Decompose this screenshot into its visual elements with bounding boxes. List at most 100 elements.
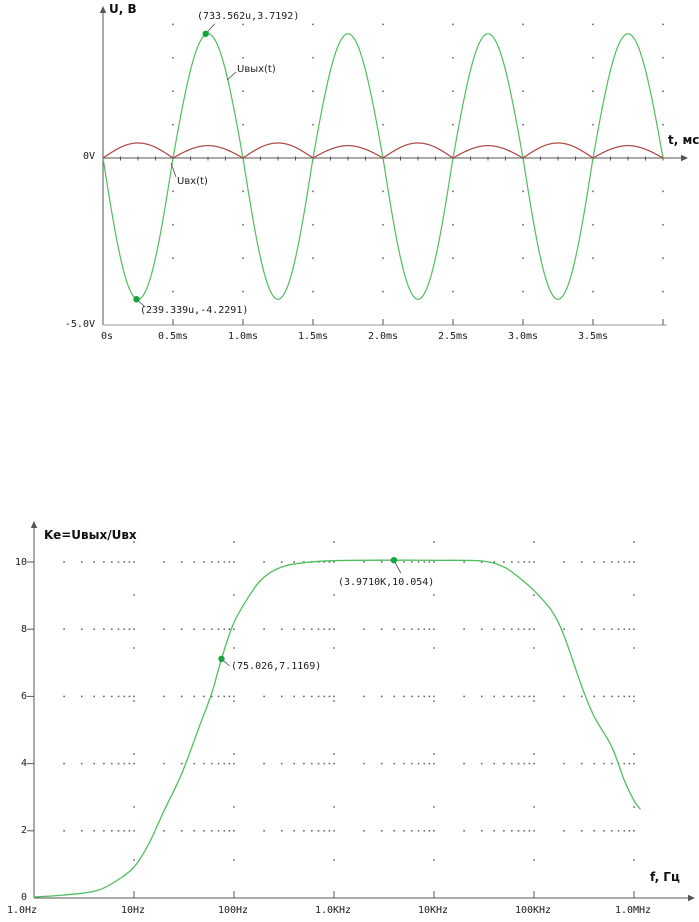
- bottom-grid-dot: [517, 830, 520, 832]
- annotation-leader: [394, 561, 402, 574]
- bottom-grid-dot: [223, 561, 226, 563]
- bottom-grid-dot: [93, 762, 95, 765]
- bottom-grid-dot: [263, 695, 265, 698]
- top-grid-dot: [172, 190, 174, 193]
- bottom-grid-dot: [493, 830, 495, 832]
- bottom-grid-dot: [233, 762, 235, 765]
- top-grid-dot: [312, 257, 314, 259]
- bottom-grid-dot: [603, 561, 605, 563]
- bottom-grid-dot: [433, 541, 435, 543]
- bottom-grid-dot: [580, 561, 583, 563]
- bottom-y-axis-arrow: [30, 521, 38, 528]
- bottom-grid-dot: [403, 628, 405, 630]
- bottom-grid-dot: [211, 830, 213, 832]
- bottom-grid-dot: [511, 762, 513, 765]
- bottom-grid-dot: [163, 561, 165, 563]
- bottom-grid-dot: [333, 753, 335, 755]
- bottom-grid-dot: [233, 647, 235, 649]
- output-curve-label: Uвых(t): [237, 64, 276, 75]
- bottom-grid-dot: [463, 561, 465, 563]
- bottom-grid-dot: [303, 628, 305, 630]
- bottom-grid-dot: [528, 628, 531, 630]
- bottom-grid-dot: [133, 628, 135, 630]
- bottom-grid-dot: [633, 806, 635, 808]
- bottom-grid-dot: [411, 762, 413, 765]
- top-grid-dot: [382, 290, 384, 293]
- bottom-chart-annotation-plateau: (3.9710K,10.054): [338, 577, 435, 588]
- top-grid-dot: [172, 23, 174, 26]
- bottom-grid-dot: [328, 830, 331, 832]
- top-chart-x-tick-label-3.0ms: 3.0ms: [507, 331, 539, 342]
- bottom-grid-dot: [280, 695, 283, 698]
- bottom-grid-dot: [433, 594, 435, 596]
- bottom-grid-dot: [511, 628, 513, 630]
- bottom-grid-dot: [80, 628, 83, 630]
- top-grid-dot: [312, 90, 314, 92]
- bottom-grid-dot: [111, 628, 113, 630]
- bottom-grid-dot: [111, 830, 113, 832]
- bottom-grid-dot: [333, 647, 335, 649]
- bottom-grid-dot: [123, 695, 126, 698]
- top-grid-dot: [522, 290, 524, 293]
- bottom-grid-dot: [480, 830, 483, 832]
- bottom-grid-dot: [428, 695, 431, 698]
- bottom-chart-x-axis-title: f, Гц: [650, 870, 680, 884]
- bottom-grid-dot: [293, 830, 295, 832]
- bottom-grid-dot: [628, 628, 631, 630]
- bottom-grid-dot: [623, 762, 626, 765]
- top-grid-dot: [662, 290, 664, 293]
- top-grid-dot: [662, 90, 664, 92]
- bottom-grid-dot: [428, 561, 431, 563]
- bottom-grid-dot: [133, 700, 135, 702]
- bottom-grid-dot: [193, 830, 195, 832]
- bottom-grid-dot: [517, 695, 520, 698]
- bottom-grid-dot: [463, 628, 465, 630]
- bottom-grid-dot: [463, 830, 465, 832]
- bottom-grid-dot: [423, 695, 426, 698]
- bottom-grid-dot: [133, 541, 135, 543]
- bottom-grid-dot: [593, 830, 595, 832]
- bottom-grid-dot: [203, 830, 205, 832]
- bottom-grid-dot: [103, 561, 105, 563]
- bottom-grid-dot: [63, 695, 65, 698]
- bottom-grid-dot: [633, 561, 635, 563]
- bottom-grid-dot: [603, 762, 605, 765]
- bottom-grid-dot: [623, 628, 626, 630]
- top-grid-dot: [312, 57, 314, 59]
- bottom-grid-dot: [433, 561, 435, 563]
- top-grid-dot: [242, 290, 244, 293]
- bottom-grid-dot: [303, 830, 305, 832]
- bottom-grid-dot: [633, 541, 635, 543]
- bottom-grid-dot: [117, 561, 120, 563]
- bottom-grid-dot: [233, 541, 235, 543]
- top-grid-dot: [172, 224, 174, 226]
- cursor-marker-plateau: [390, 556, 398, 564]
- top-grid-dot: [522, 23, 524, 26]
- bottom-grid-dot: [123, 762, 126, 765]
- top-grid-dot: [382, 257, 384, 259]
- bottom-grid-dot: [623, 695, 626, 698]
- bottom-grid-dot: [133, 806, 135, 808]
- bottom-grid-dot: [633, 647, 635, 649]
- top-grid-dot: [452, 190, 454, 193]
- bottom-grid-dot: [423, 830, 426, 832]
- bottom-grid-dot: [133, 695, 135, 698]
- bottom-grid-dot: [517, 561, 520, 563]
- bottom-grid-dot: [233, 806, 235, 808]
- top-grid-dot: [522, 190, 524, 193]
- bottom-grid-dot: [317, 830, 320, 832]
- bottom-grid-dot: [133, 762, 135, 765]
- bottom-grid-dot: [503, 561, 505, 563]
- bottom-grid-dot: [211, 628, 213, 630]
- bottom-grid-dot: [123, 561, 126, 563]
- bottom-grid-dot: [180, 830, 183, 832]
- bottom-grid-dot: [593, 628, 595, 630]
- bottom-grid-dot: [228, 830, 231, 832]
- bottom-grid-dot: [493, 762, 495, 765]
- top-chart-x-tick-label-2.0ms: 2.0ms: [367, 331, 399, 342]
- bottom-grid-dot: [217, 830, 220, 832]
- bottom-chart-y-axis-title: Ke=Uвых/Uвх: [44, 528, 137, 542]
- bottom-grid-dot: [580, 628, 583, 630]
- bottom-grid-dot: [563, 830, 565, 832]
